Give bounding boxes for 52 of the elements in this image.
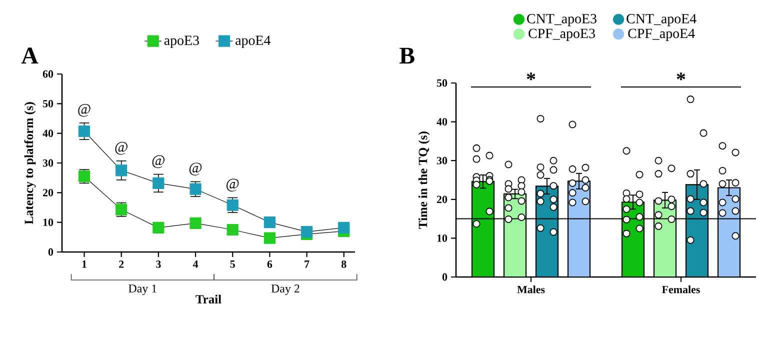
point (152, 177, 164, 189)
legend-label: CPF_apoE3 (528, 28, 595, 41)
x-tick-label: 4 (192, 260, 198, 268)
x-tick-label: 8 (341, 260, 346, 268)
point (338, 222, 350, 234)
annotation: @ (78, 104, 90, 117)
legend-label: CNT_apoE3 (527, 14, 596, 26)
text: Day 2 (271, 284, 300, 296)
y-tick-label: 0 (48, 248, 54, 256)
text: * (676, 72, 686, 80)
annotation: @ (226, 178, 239, 192)
y-axis-title: Latency to platform (s) (24, 102, 36, 224)
y-tick-label: 60 (42, 70, 54, 78)
x-tick-label: 3 (156, 260, 161, 268)
y-tick-label: 20 (42, 188, 54, 196)
y-tick-label: 40 (436, 118, 448, 126)
y-tick-label: 10 (437, 234, 448, 242)
legend-label: CNT_apoE4 (626, 14, 696, 26)
y-tick-label: 50 (436, 79, 448, 87)
y-tick-label: 10 (43, 218, 54, 226)
point (226, 224, 238, 236)
x-axis-title: Trail (196, 294, 222, 304)
chart-title: A (21, 48, 38, 64)
x-tick-label: Females (662, 286, 700, 294)
y-axis-title: Time in the TQ (s) (418, 132, 430, 229)
x-tick-label: 7 (304, 260, 310, 268)
point (116, 164, 128, 176)
x-tick-label: 5 (230, 260, 235, 268)
y-tick-label: 0 (442, 273, 448, 281)
annotation: @ (152, 155, 165, 168)
x-tick-label: 6 (267, 260, 272, 268)
y-tick-label: 30 (42, 159, 54, 167)
point (264, 216, 276, 228)
x-tick-label: 1 (82, 260, 86, 268)
annotation: @ (189, 162, 202, 176)
x-tick-label: 2 (119, 260, 124, 268)
y-tick-label: 30 (436, 156, 448, 164)
legend-label: apoE3 (164, 36, 199, 48)
point (78, 125, 90, 138)
chart-title: B (400, 48, 414, 64)
point (264, 232, 276, 244)
point (190, 217, 202, 230)
legend-label: apoE4 (236, 36, 271, 48)
point (152, 222, 164, 234)
y-tick-label: 50 (42, 100, 54, 108)
legend-label: CPF_apoE4 (628, 28, 695, 41)
y-tick-label: 20 (436, 196, 448, 204)
text: Day 1 (128, 284, 156, 295)
text: * (526, 72, 536, 80)
x-tick-label: Males (517, 286, 545, 294)
y-tick-label: 40 (42, 130, 54, 138)
annotation: @ (115, 142, 128, 155)
